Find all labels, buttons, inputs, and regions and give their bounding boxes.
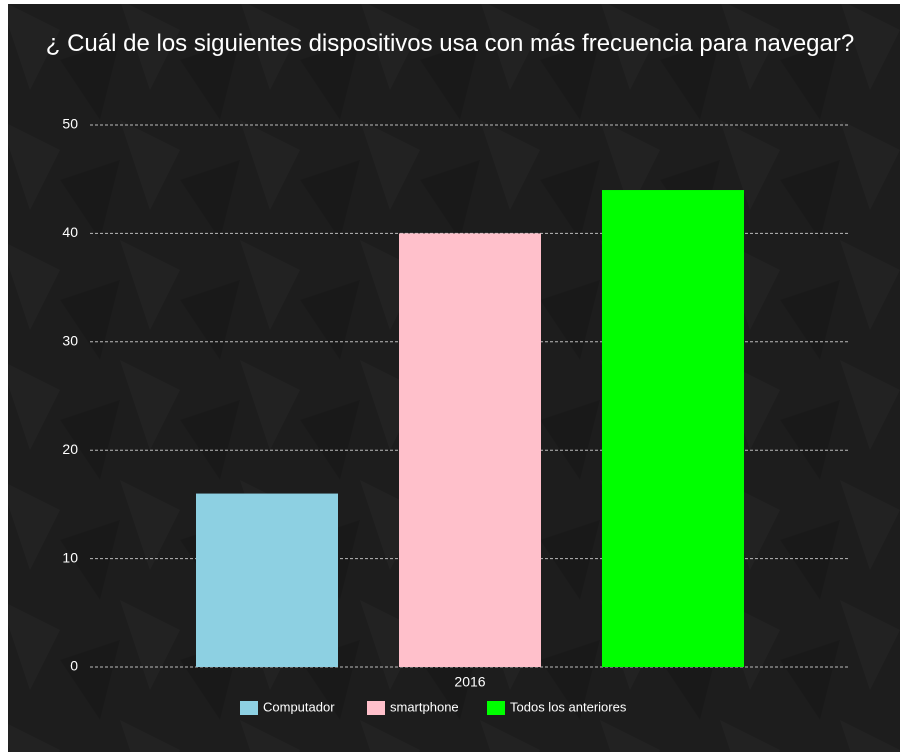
y-tick-label: 30 xyxy=(62,333,78,349)
chart-title: ¿ Cuál de los siguientes dispositivos us… xyxy=(45,30,855,57)
bar xyxy=(196,493,338,667)
bar xyxy=(602,190,744,668)
bar xyxy=(399,233,541,667)
y-tick-label: 20 xyxy=(62,441,78,457)
legend-label: Todos los anteriores xyxy=(510,699,627,714)
legend-label: smartphone xyxy=(390,699,459,714)
legend-label: Computador xyxy=(263,699,335,714)
y-tick-label: 0 xyxy=(70,658,78,674)
y-tick-label: 40 xyxy=(62,224,78,240)
legend-swatch xyxy=(487,701,505,715)
y-tick-label: 10 xyxy=(62,549,78,565)
x-tick-label: 2016 xyxy=(454,674,485,690)
y-tick-label: 50 xyxy=(62,116,78,132)
legend-swatch xyxy=(367,701,385,715)
legend-swatch xyxy=(240,701,258,715)
